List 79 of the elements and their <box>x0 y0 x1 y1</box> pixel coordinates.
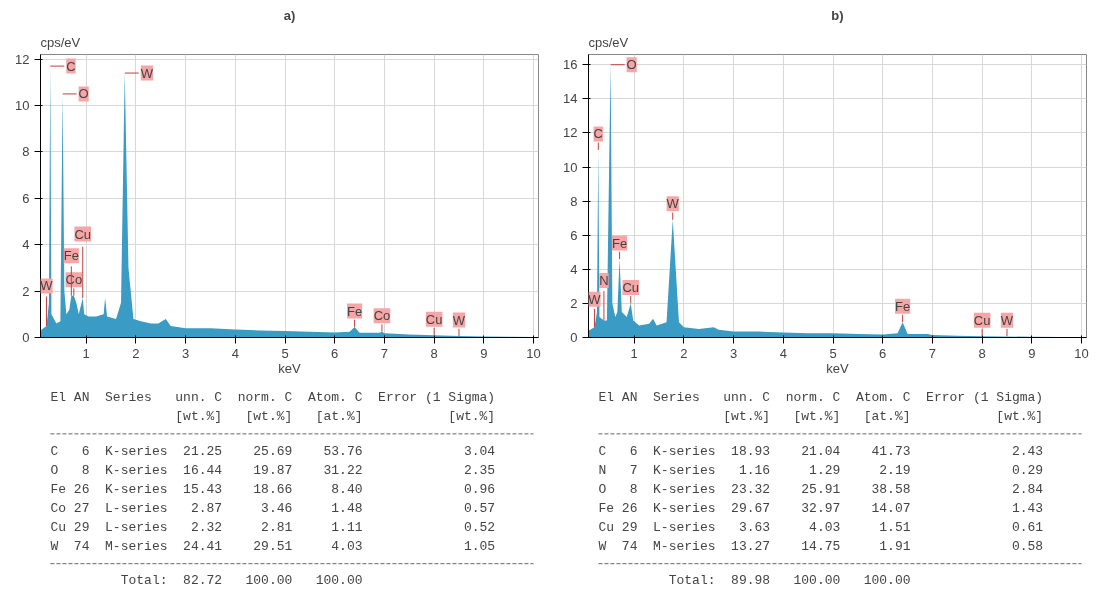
y-tick-label: 10 <box>15 98 30 114</box>
annotation: Fe <box>63 248 79 264</box>
text: Fe 26 K-series 15.43 18.66 8.40 0.96 <box>50 481 496 497</box>
y-tick-label: 12 <box>563 125 578 141</box>
y-axis-title: cps/eV <box>588 34 629 50</box>
annotation: Fe <box>611 235 628 251</box>
text: Cu 29 L-series 2.32 2.81 1.11 0.52 <box>50 519 496 535</box>
chart-title: b) <box>831 7 844 23</box>
x-tick-label: 10 <box>526 345 541 361</box>
annotation: Cu <box>622 279 640 295</box>
y-tick-label: 4 <box>22 237 30 253</box>
text: [wt.%] [wt.%] [at.%] [wt.%] <box>598 409 1044 425</box>
text: O 8 K-series 16.44 19.87 31.22 2.35 <box>50 462 496 478</box>
text: N 7 K-series 1.16 1.29 2.19 0.29 <box>598 462 1044 478</box>
y-tick-label: 8 <box>570 193 578 209</box>
annotation: Co <box>373 308 391 324</box>
x-tick-label: 5 <box>829 345 837 361</box>
x-tick-label: 1 <box>82 345 90 361</box>
y-tick-label: 10 <box>563 159 578 175</box>
text: El AN Series unn. C norm. C Atom. C Error (1 Sigma) <box>598 390 1044 406</box>
y-tick-label: 6 <box>570 227 578 243</box>
y-axis-title: cps/eV <box>40 34 81 50</box>
text: Total: 82.72 100.00 100.00 <box>50 573 363 589</box>
annotation: Cu <box>973 312 991 328</box>
y-tick-label: 2 <box>22 283 30 299</box>
text: Co 27 L-series 2.87 3.46 1.48 0.57 <box>50 500 496 516</box>
y-tick-label: 2 <box>570 295 578 311</box>
x-axis-title: keV <box>278 360 302 376</box>
x-tick-label: 2 <box>680 345 688 361</box>
annotation: C <box>593 126 603 142</box>
y-tick-label: 0 <box>570 330 578 345</box>
text: Total: 89.98 100.00 100.00 <box>598 573 911 589</box>
x-tick-label: 9 <box>1028 345 1036 361</box>
text: Fe 26 K-series 29.67 32.97 14.07 1.43 <box>598 500 1044 516</box>
x-tick-label: 8 <box>430 345 438 361</box>
text: Cu 29 L-series 3.63 4.03 1.51 0.61 <box>598 519 1044 535</box>
annotation: Fe <box>895 298 911 314</box>
annotation: Co <box>65 272 83 288</box>
annotation: Cu <box>74 226 92 242</box>
x-tick-label: 7 <box>380 345 389 361</box>
text: El AN Series unn. C norm. C Atom. C Error (1 Sigma) <box>50 390 496 406</box>
x-tick-label: 3 <box>730 345 738 361</box>
x-tick-label: 3 <box>182 345 190 361</box>
annotation: O <box>626 57 637 73</box>
annotation: W <box>666 196 680 212</box>
x-tick-label: 10 <box>1074 345 1089 361</box>
chart-title: a) <box>283 7 296 23</box>
x-tick-label: 4 <box>779 345 787 361</box>
annotation: W <box>140 65 154 81</box>
annotation: O <box>78 86 89 102</box>
x-tick-label: 5 <box>281 345 289 361</box>
y-tick-label: 0 <box>22 330 30 345</box>
y-tick-label: 16 <box>563 57 578 73</box>
annotation: N <box>599 272 609 288</box>
text: [wt.%] [wt.%] [at.%] [wt.%] <box>50 409 496 425</box>
text: W 74 M-series 24.41 29.51 4.03 1.05 <box>50 539 496 554</box>
text: O 8 K-series 23.32 25.91 38.58 2.84 <box>598 481 1044 497</box>
annotation: W <box>1000 312 1014 328</box>
annotation: Fe <box>347 303 363 319</box>
x-tick-label: 9 <box>480 345 488 361</box>
text: W 74 M-series 13.27 14.75 1.91 0.58 <box>598 539 1044 554</box>
y-tick-label: 14 <box>563 91 578 107</box>
y-tick-label: 6 <box>22 190 30 206</box>
x-tick-label: 6 <box>331 345 339 361</box>
x-tick-label: 7 <box>928 345 937 361</box>
y-tick-label: 12 <box>15 51 30 67</box>
x-axis-title: keV <box>826 360 850 376</box>
x-tick-label: 4 <box>231 345 239 361</box>
y-tick-label: 4 <box>570 261 578 277</box>
annotation: W <box>452 312 466 328</box>
x-tick-label: 6 <box>879 345 887 361</box>
x-tick-label: 8 <box>978 345 986 361</box>
annotation: C <box>66 58 76 74</box>
text: C 6 K-series 18.93 21.04 41.73 2.43 <box>598 443 1044 459</box>
x-tick-label: 1 <box>630 345 638 361</box>
x-tick-label: 2 <box>132 345 140 361</box>
y-tick-label: 8 <box>22 144 30 160</box>
annotation: Cu <box>425 311 443 327</box>
text: C 6 K-series 21.25 25.69 53.76 3.04 <box>50 443 496 459</box>
